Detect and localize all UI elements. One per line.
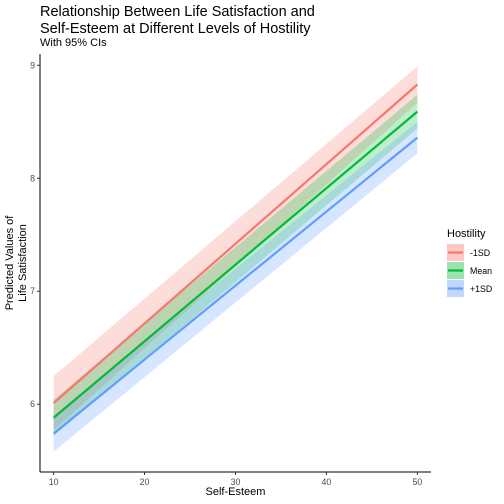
y-axis-title-line2: Life Satisfaction	[17, 224, 29, 302]
ci-bands	[53, 66, 418, 452]
y-tick-label: 7	[30, 286, 35, 296]
series-line-mean	[52, 110, 419, 419]
x-tick-label: 40	[322, 477, 332, 487]
y-tick-label: 8	[30, 173, 35, 183]
x-tick-label: 30	[231, 477, 241, 487]
chart-title-line2: Self-Esteem at Different Levels of Hosti…	[40, 21, 311, 37]
y-tick-label: 9	[30, 60, 35, 70]
chart-subtitle: With 95% CIs	[40, 37, 107, 49]
series-lines	[52, 83, 419, 435]
axes: 10 20 30 40 50 6 7 8 9	[30, 54, 431, 487]
x-axis-title: Self-Esteem	[206, 486, 266, 498]
legend-title: Hostility	[447, 228, 486, 240]
chart-title-line1: Relationship Between Life Satisfaction a…	[40, 4, 315, 20]
legend-label-mean: Mean	[470, 266, 492, 276]
chart-title: Relationship Between Life Satisfaction a…	[40, 4, 440, 38]
x-tick-label: 50	[412, 477, 422, 487]
y-tick-label: 6	[30, 399, 35, 409]
legend-label-1sd: +1SD	[470, 284, 492, 294]
series-line-1sd	[52, 136, 419, 435]
x-tick-label: 10	[49, 477, 59, 487]
x-tick-label: 20	[140, 477, 150, 487]
y-axis-title-line1: Predicted Values of	[4, 215, 16, 311]
series-line-1sd	[52, 83, 419, 404]
ci-band-1sd	[53, 66, 418, 431]
legend-label-1sd: -1SD	[470, 248, 490, 258]
legend: Hostility -1SD Mean +1SD	[447, 228, 492, 297]
